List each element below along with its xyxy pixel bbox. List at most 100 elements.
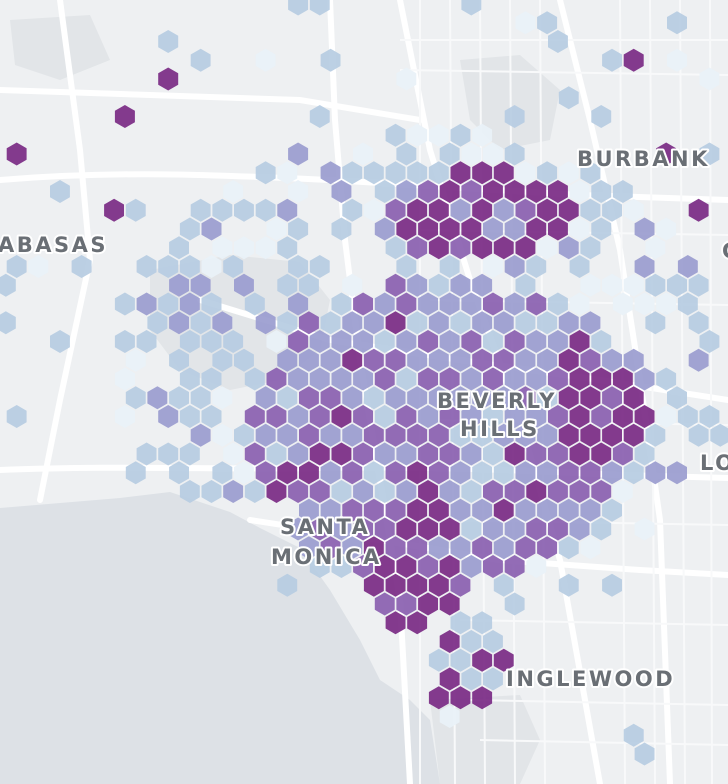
hex-cell[interactable]: [472, 536, 493, 560]
hex-cell[interactable]: [558, 86, 579, 110]
hex-cell[interactable]: [277, 198, 298, 222]
hex-cell[interactable]: [331, 442, 352, 466]
hex-cell[interactable]: [580, 498, 601, 522]
hex-cell[interactable]: [699, 330, 720, 353]
hex-cell[interactable]: [309, 517, 330, 541]
hex-cell[interactable]: [374, 330, 395, 353]
hex-cell[interactable]: [255, 386, 276, 410]
hex-cell[interactable]: [0, 273, 16, 297]
hex-cell[interactable]: [493, 423, 514, 447]
hex-cell[interactable]: [158, 292, 179, 316]
hex-cell[interactable]: [169, 311, 189, 335]
hex-cell[interactable]: [342, 198, 363, 222]
hex-cell[interactable]: [309, 367, 330, 391]
hex-cell[interactable]: [569, 217, 590, 241]
hex-cell[interactable]: [580, 236, 601, 260]
hex-cell[interactable]: [255, 48, 276, 72]
hex-cell[interactable]: [158, 30, 179, 53]
hex-cell[interactable]: [548, 405, 568, 428]
hex-cell[interactable]: [558, 423, 579, 447]
hex-cell[interactable]: [461, 180, 482, 203]
hex-cell[interactable]: [439, 180, 460, 203]
hex-cell[interactable]: [342, 423, 363, 447]
hex-cell[interactable]: [266, 442, 287, 466]
hex-cell[interactable]: [418, 480, 438, 503]
hex-cell[interactable]: [299, 423, 319, 447]
hex-cell[interactable]: [299, 311, 319, 335]
hex-cell[interactable]: [374, 180, 395, 203]
hex-cell[interactable]: [136, 255, 157, 278]
hex-cell[interactable]: [612, 180, 633, 203]
hex-cell[interactable]: [439, 705, 460, 728]
hex-cell[interactable]: [428, 498, 449, 522]
hex-cell[interactable]: [504, 592, 525, 616]
hex-cell[interactable]: [179, 480, 200, 503]
hex-cell[interactable]: [558, 461, 579, 485]
hex-cell[interactable]: [6, 255, 27, 278]
hex-cell[interactable]: [580, 423, 601, 447]
hex-cell[interactable]: [450, 648, 471, 672]
hex-cell[interactable]: [407, 461, 428, 485]
hex-cell[interactable]: [439, 480, 460, 503]
hex-cell[interactable]: [645, 273, 666, 297]
hex-cell[interactable]: [353, 517, 373, 541]
hex-cell[interactable]: [472, 686, 493, 710]
hex-cell[interactable]: [688, 348, 709, 372]
hex-cell[interactable]: [439, 330, 460, 353]
hex-cell[interactable]: [407, 536, 428, 560]
hex-cell[interactable]: [515, 536, 536, 560]
hex-cell[interactable]: [309, 442, 330, 466]
hex-cell[interactable]: [688, 423, 709, 447]
hex-cell[interactable]: [255, 311, 276, 335]
hex-cell[interactable]: [125, 386, 146, 410]
hex-cell[interactable]: [450, 386, 471, 410]
hex-cell[interactable]: [526, 367, 547, 391]
hex-cell[interactable]: [472, 648, 493, 672]
hex-cell[interactable]: [288, 0, 309, 16]
hex-cell[interactable]: [353, 442, 373, 466]
hex-cell[interactable]: [385, 461, 406, 485]
hex-cell[interactable]: [428, 198, 449, 222]
hex-cell[interactable]: [266, 480, 287, 503]
hex-cell[interactable]: [244, 480, 265, 503]
hex-cell[interactable]: [526, 480, 547, 503]
hex-cell[interactable]: [234, 461, 254, 485]
hex-cell[interactable]: [374, 592, 395, 616]
hex-cell[interactable]: [331, 517, 352, 541]
hex-cell[interactable]: [493, 236, 514, 260]
hex-cell[interactable]: [169, 348, 189, 372]
hex-cell[interactable]: [244, 405, 265, 428]
hex-cell[interactable]: [179, 405, 200, 428]
hex-cell[interactable]: [623, 198, 644, 222]
hex-cell[interactable]: [179, 255, 200, 278]
hex-cell[interactable]: [223, 255, 244, 278]
hex-cell[interactable]: [483, 555, 503, 578]
hex-cell[interactable]: [428, 236, 449, 260]
hex-cell[interactable]: [428, 573, 449, 597]
hex-cell[interactable]: [461, 330, 482, 353]
hex-cell[interactable]: [396, 217, 417, 241]
hex-cell[interactable]: [353, 330, 373, 353]
hex-cell[interactable]: [450, 536, 471, 560]
hex-cell[interactable]: [277, 273, 298, 297]
hex-cell[interactable]: [493, 311, 514, 335]
hex-cell[interactable]: [223, 442, 244, 466]
hex-cell[interactable]: [179, 442, 200, 466]
hex-cell[interactable]: [461, 292, 482, 316]
hex-cell[interactable]: [439, 292, 460, 316]
hex-cell[interactable]: [342, 386, 363, 410]
hex-cell[interactable]: [483, 667, 503, 691]
hex-cell[interactable]: [472, 123, 493, 147]
hex-cell[interactable]: [439, 142, 460, 166]
hex-cell[interactable]: [428, 348, 449, 372]
hex-cell[interactable]: [667, 48, 687, 72]
hex-cell[interactable]: [450, 161, 471, 185]
hex-cell[interactable]: [645, 461, 666, 485]
hex-cell[interactable]: [396, 405, 417, 428]
hex-cell[interactable]: [504, 517, 525, 541]
hex-cell[interactable]: [558, 236, 579, 260]
hex-cell[interactable]: [428, 311, 449, 335]
hex-cell[interactable]: [28, 255, 49, 278]
hex-cell[interactable]: [504, 405, 525, 428]
